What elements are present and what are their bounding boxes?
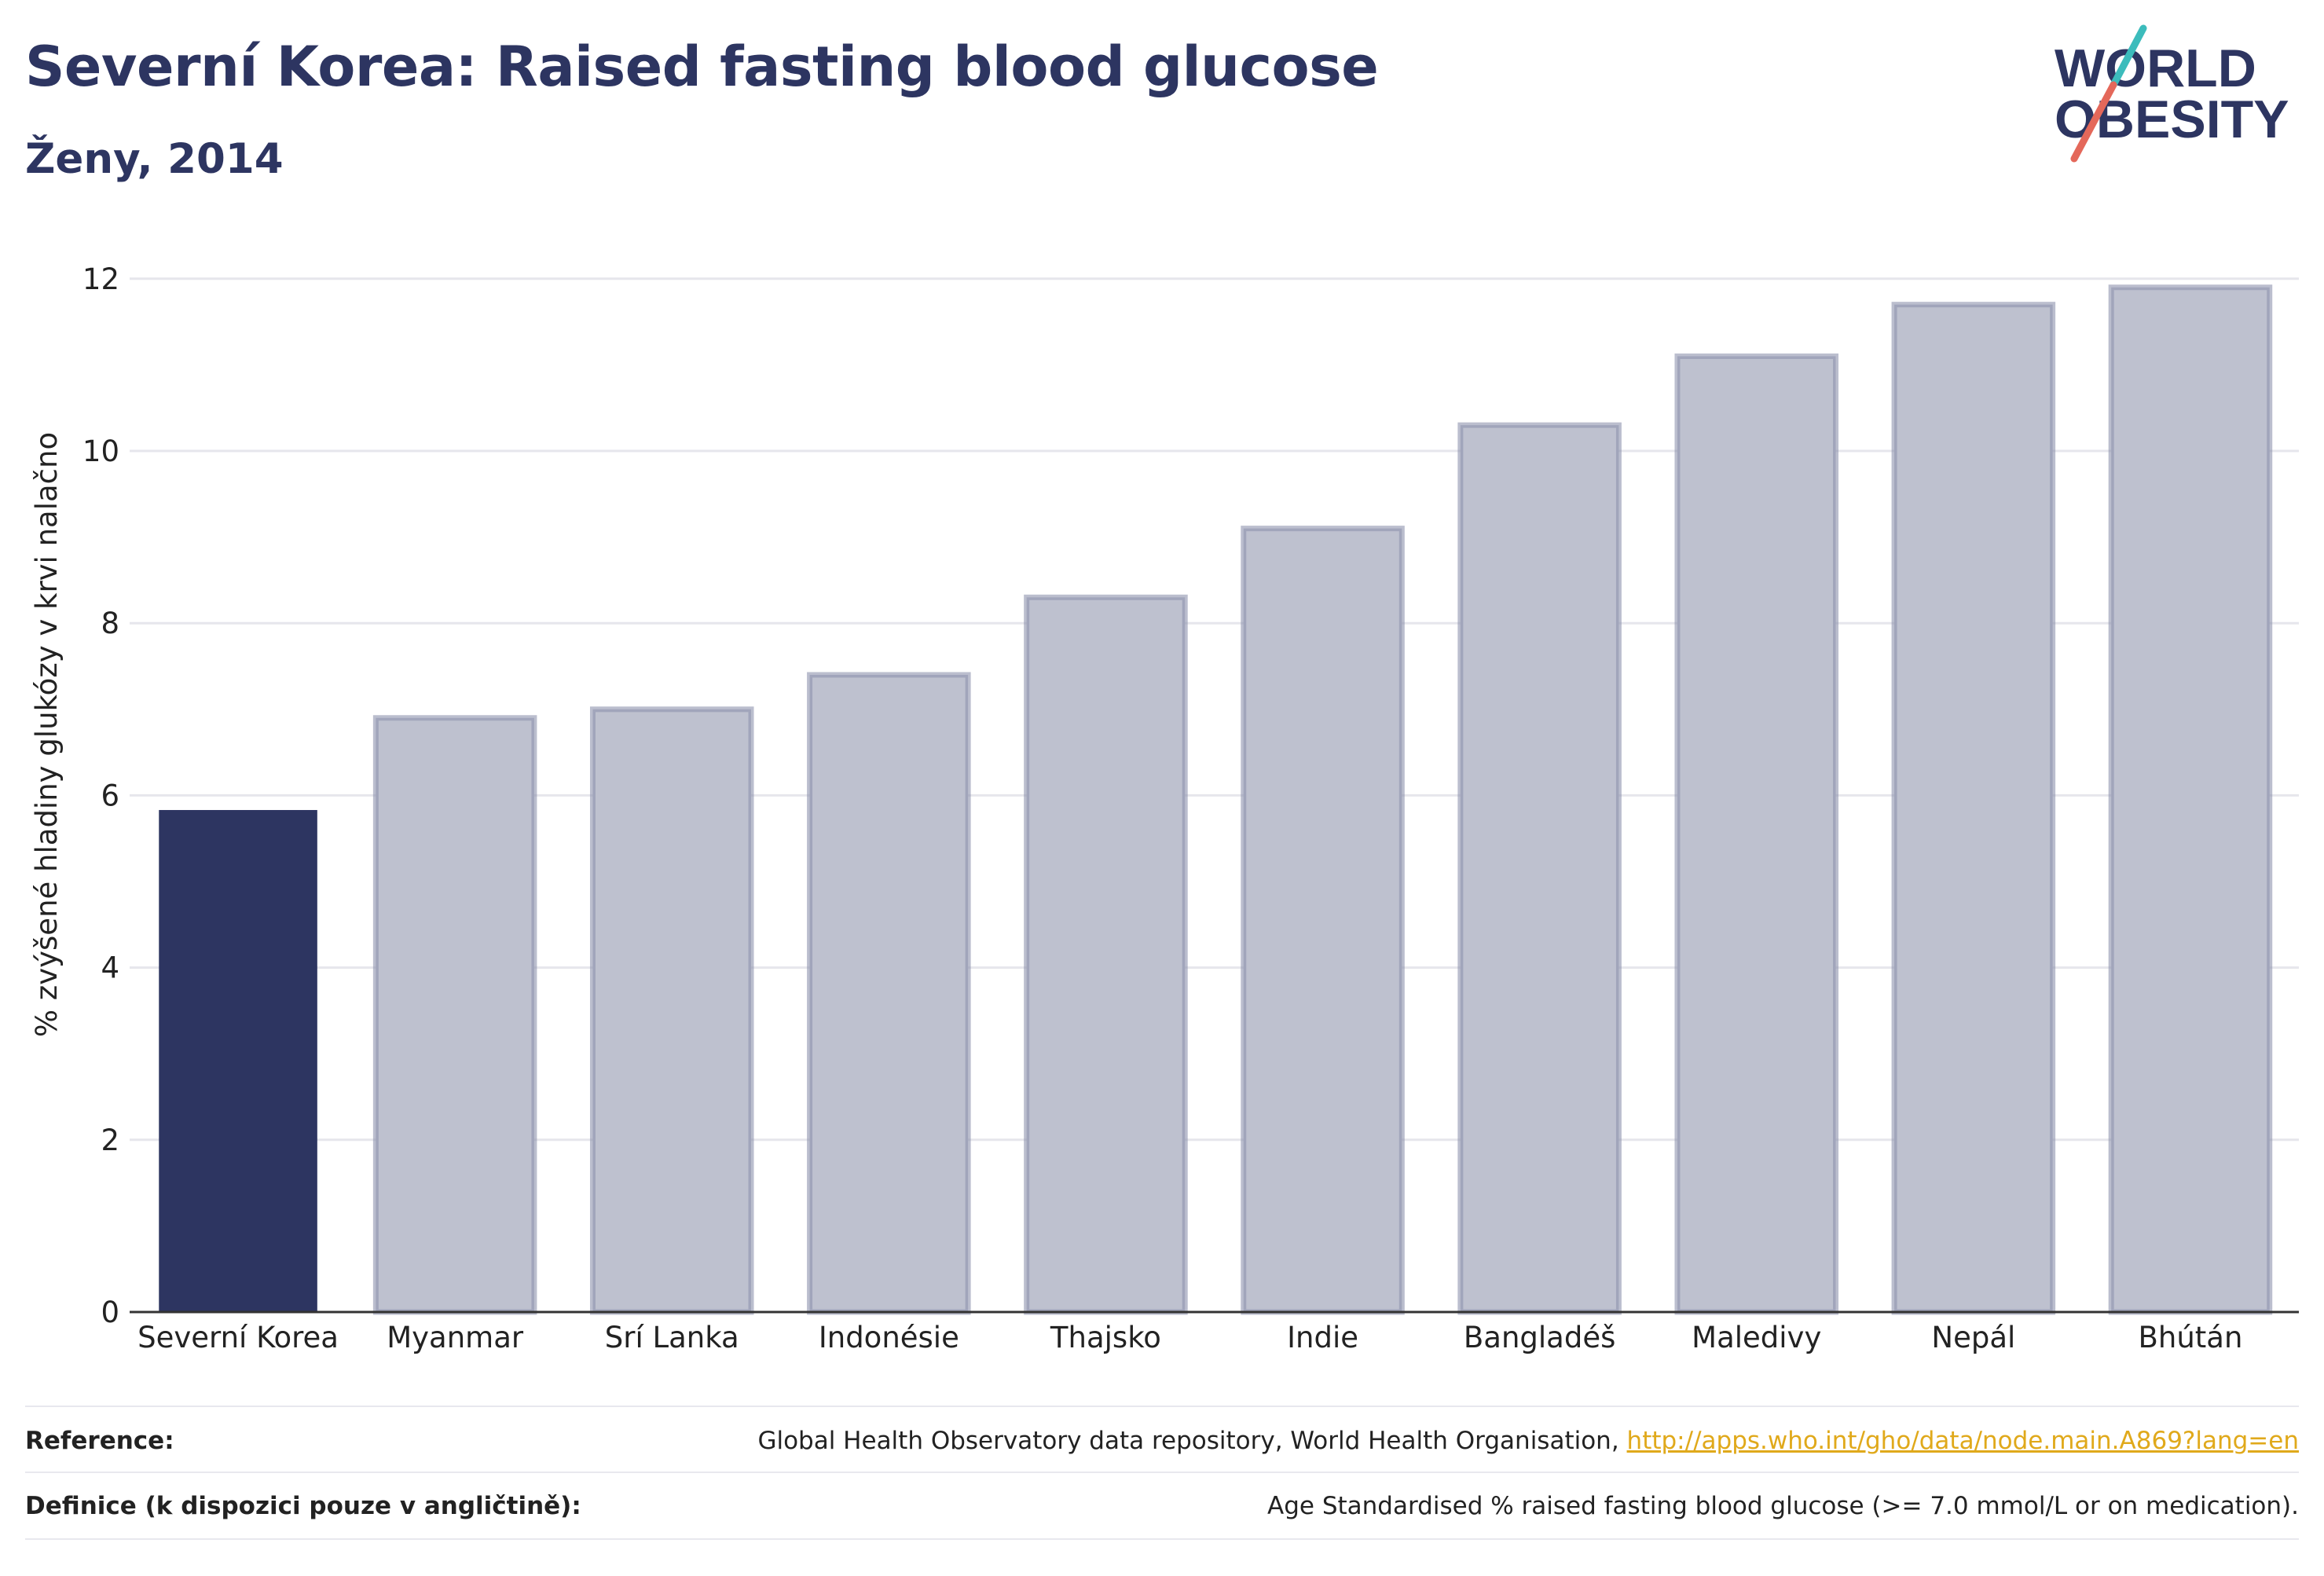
y-axis-label: % zvýšené hladiny glukózy v krvi nalačno <box>30 432 64 1037</box>
y-tick-label: 6 <box>101 779 119 812</box>
footer-reference-row: Reference: Global Health Observatory dat… <box>25 1409 2299 1473</box>
x-tick-label: Indonésie <box>819 1321 959 1354</box>
y-tick-label: 2 <box>101 1123 119 1157</box>
definition-label: Definice (k dispozici pouze v angličtině… <box>25 1492 581 1520</box>
x-tick-label: Indie <box>1287 1321 1358 1354</box>
chart-title: Severní Korea: Raised fasting blood gluc… <box>25 35 1379 99</box>
x-tick-label: Srí Lanka <box>605 1321 739 1354</box>
chart-subtitle: Ženy, 2014 <box>25 135 284 183</box>
y-tick-label: 8 <box>101 607 119 640</box>
bar-nepál <box>1891 302 2056 1315</box>
bar-bhútán <box>2108 284 2273 1315</box>
logo-slash-top <box>2110 24 2147 89</box>
bar-indonésie <box>807 672 971 1315</box>
logo-line1: WORLD <box>2055 38 2256 98</box>
x-tick-label: Bangladéš <box>1464 1321 1615 1354</box>
y-tick-label: 12 <box>82 262 119 296</box>
x-axis-ticks: Severní Korea Myanmar Srí Lanka Indonésie Th… <box>137 1321 2242 1354</box>
footer-definition-row: Definice (k dispozici pouze v angličtině… <box>25 1474 2299 1538</box>
y-tick-label: 4 <box>101 951 119 985</box>
bar-severní-korea <box>159 810 317 1312</box>
x-tick-label: Myanmar <box>387 1321 524 1354</box>
x-tick-label: Nepál <box>1931 1321 2015 1354</box>
footer-divider-top <box>25 1406 2299 1407</box>
y-axis-ticks: 0 2 4 6 8 10 12 <box>82 262 119 1329</box>
x-tick-label: Maledivy <box>1692 1321 1821 1354</box>
reference-link[interactable]: http://apps.who.int/gho/data/node.main.A… <box>1626 1427 2299 1455</box>
bar-myanmar <box>372 715 537 1315</box>
bar-thajsko <box>1024 594 1188 1315</box>
footer-divider-middle <box>25 1472 2299 1473</box>
world-obesity-logo: WORLD OBESITY <box>2055 24 2289 163</box>
definition-value: Age Standardised % raised fasting blood … <box>1267 1492 2299 1520</box>
x-tick-label: Bhútán <box>2138 1321 2242 1354</box>
y-tick-label: 0 <box>101 1296 119 1329</box>
x-tick-label: Thajsko <box>1050 1321 1161 1354</box>
y-tick-label: 10 <box>82 434 119 468</box>
bar-chart: 0 2 4 6 8 10 12 Severní Korea Myanmar Srí Lanka I… <box>30 262 2299 1354</box>
reference-value: Global Health Observatory data repositor… <box>757 1427 2299 1455</box>
bar-maledivy <box>1674 353 1839 1315</box>
x-tick-label: Severní Korea <box>137 1321 339 1354</box>
bar-bangladéš <box>1457 422 1622 1315</box>
logo-slash-bottom <box>2070 81 2117 163</box>
bar-indie <box>1241 526 1405 1315</box>
bars <box>159 284 2273 1315</box>
footer-divider-bottom <box>25 1538 2299 1540</box>
reference-text: Global Health Observatory data repositor… <box>757 1427 1627 1455</box>
bar-srí-lanka <box>589 706 754 1315</box>
reference-label: Reference: <box>25 1427 174 1455</box>
